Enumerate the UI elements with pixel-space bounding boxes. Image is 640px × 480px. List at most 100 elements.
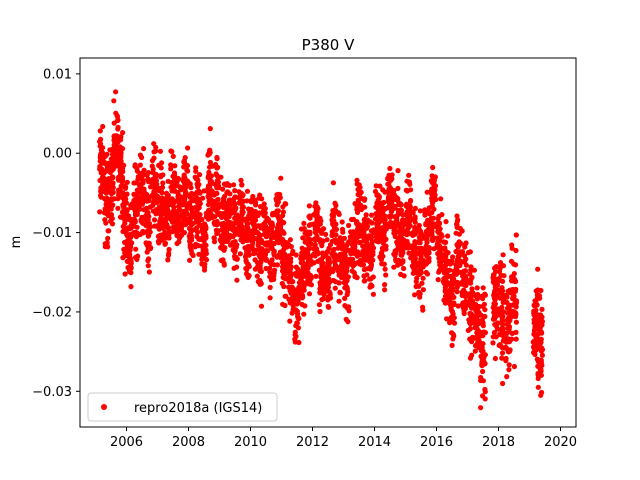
data-point bbox=[453, 230, 459, 236]
data-point bbox=[445, 233, 451, 239]
data-point bbox=[496, 342, 502, 348]
data-point bbox=[220, 257, 226, 263]
data-point bbox=[383, 272, 389, 278]
data-point bbox=[379, 261, 385, 267]
data-point bbox=[269, 225, 275, 231]
data-point bbox=[399, 237, 405, 244]
data-point bbox=[124, 179, 130, 185]
data-point bbox=[102, 168, 108, 174]
data-point bbox=[120, 255, 126, 261]
data-point bbox=[205, 216, 211, 222]
data-point bbox=[234, 264, 240, 270]
data-point bbox=[535, 266, 541, 272]
data-point bbox=[287, 237, 293, 243]
data-point bbox=[232, 243, 238, 249]
data-point bbox=[481, 301, 487, 307]
data-point bbox=[214, 154, 220, 161]
data-point bbox=[408, 187, 414, 193]
data-point bbox=[462, 306, 468, 312]
data-point bbox=[460, 259, 466, 265]
data-point bbox=[350, 245, 356, 252]
data-point bbox=[330, 268, 336, 275]
data-point bbox=[392, 214, 398, 220]
data-point bbox=[539, 362, 545, 368]
data-point bbox=[187, 212, 193, 218]
data-point bbox=[455, 217, 461, 223]
data-point bbox=[251, 222, 257, 228]
data-point bbox=[293, 307, 299, 313]
data-point bbox=[349, 216, 355, 223]
data-point bbox=[531, 302, 537, 308]
data-point bbox=[292, 339, 298, 345]
data-point bbox=[471, 267, 477, 273]
data-point bbox=[280, 263, 286, 269]
data-point bbox=[207, 178, 213, 184]
data-point bbox=[244, 198, 250, 204]
data-point bbox=[115, 205, 121, 211]
data-point bbox=[121, 198, 127, 204]
data-point bbox=[249, 239, 255, 245]
data-point bbox=[406, 214, 412, 220]
data-point bbox=[251, 208, 257, 215]
data-point bbox=[469, 305, 475, 311]
data-point bbox=[454, 213, 460, 219]
data-point bbox=[393, 222, 399, 228]
data-point bbox=[197, 200, 203, 206]
data-point bbox=[189, 222, 195, 228]
data-point bbox=[416, 251, 422, 257]
data-point bbox=[317, 239, 324, 245]
data-point bbox=[238, 214, 244, 220]
data-point bbox=[429, 226, 435, 232]
data-point bbox=[499, 315, 505, 321]
data-point bbox=[251, 247, 257, 253]
data-point bbox=[426, 255, 432, 261]
data-point bbox=[417, 208, 423, 214]
data-point bbox=[355, 249, 361, 255]
data-point bbox=[339, 226, 346, 232]
data-point bbox=[110, 166, 116, 172]
data-point bbox=[186, 225, 193, 232]
data-point bbox=[212, 206, 218, 212]
data-point bbox=[499, 309, 505, 315]
data-point bbox=[420, 275, 426, 281]
data-point bbox=[176, 214, 182, 220]
data-point bbox=[423, 251, 429, 258]
data-point bbox=[449, 342, 455, 348]
data-point bbox=[398, 271, 404, 277]
data-point bbox=[503, 344, 509, 350]
data-point bbox=[492, 265, 498, 271]
data-point bbox=[499, 304, 505, 310]
data-point bbox=[362, 204, 368, 210]
data-point bbox=[511, 363, 517, 370]
data-point bbox=[361, 253, 367, 259]
data-point bbox=[319, 261, 325, 267]
data-point bbox=[496, 277, 502, 284]
data-point bbox=[535, 358, 541, 365]
data-point bbox=[454, 269, 460, 276]
data-point bbox=[429, 190, 436, 196]
data-point bbox=[206, 190, 212, 196]
data-point bbox=[300, 235, 306, 241]
data-point bbox=[333, 232, 339, 238]
data-point bbox=[207, 148, 213, 154]
data-point bbox=[510, 286, 516, 293]
data-point bbox=[280, 301, 286, 307]
data-point bbox=[143, 229, 149, 235]
data-point bbox=[214, 185, 220, 191]
data-point bbox=[172, 163, 178, 169]
data-point bbox=[103, 220, 109, 226]
data-point bbox=[261, 212, 267, 218]
data-point bbox=[265, 217, 271, 223]
data-point bbox=[418, 270, 424, 276]
data-point bbox=[356, 239, 362, 245]
data-point bbox=[410, 270, 416, 276]
data-point bbox=[357, 261, 363, 267]
y-tick-label: −0.01 bbox=[32, 226, 72, 241]
data-point bbox=[100, 145, 106, 151]
data-point bbox=[356, 182, 362, 188]
data-point bbox=[492, 355, 498, 362]
data-point bbox=[513, 232, 519, 238]
data-point bbox=[199, 216, 205, 223]
data-point bbox=[419, 280, 425, 286]
data-point bbox=[145, 258, 151, 264]
